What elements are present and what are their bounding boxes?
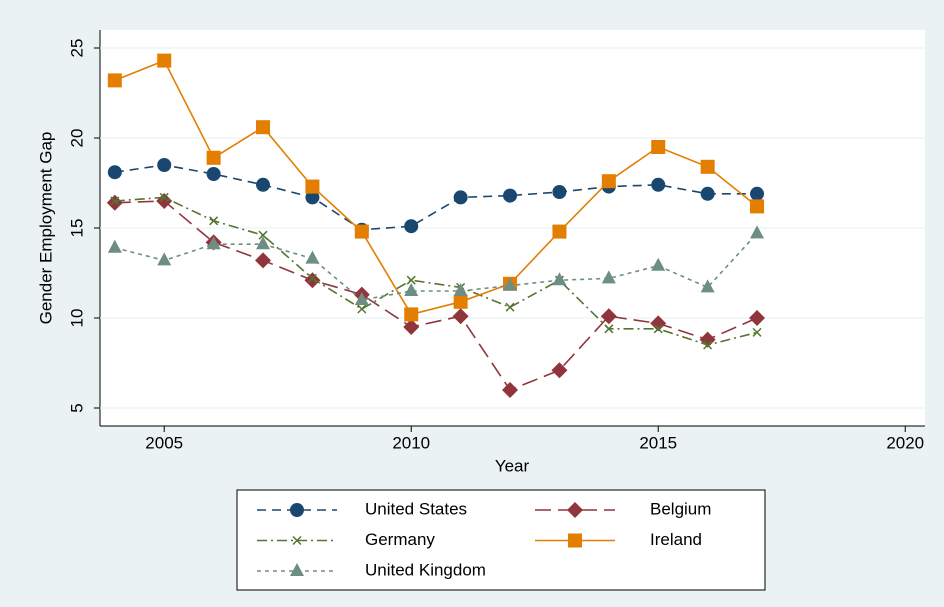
y-tick-label: 10 xyxy=(67,309,86,328)
marker xyxy=(503,277,518,291)
x-axis-title: Year xyxy=(495,456,530,475)
marker xyxy=(206,236,221,250)
series-line xyxy=(114,164,758,231)
marker xyxy=(404,283,419,296)
y-tick-label: 15 xyxy=(67,219,86,238)
series-line xyxy=(114,200,758,391)
legend-label: Germany xyxy=(365,530,435,549)
x-tick-label: 2020 xyxy=(886,433,924,452)
marker xyxy=(703,340,713,350)
marker xyxy=(354,292,369,305)
marker xyxy=(604,324,614,334)
legend-marker xyxy=(290,503,304,517)
marker xyxy=(700,159,715,174)
marker xyxy=(255,252,272,269)
marker xyxy=(107,165,122,180)
marker xyxy=(256,177,271,192)
marker xyxy=(700,186,715,201)
marker xyxy=(750,186,765,201)
x-tick-label: 2015 xyxy=(639,433,677,452)
marker xyxy=(650,315,667,332)
legend-marker xyxy=(290,563,304,576)
marker xyxy=(752,327,762,337)
legend-marker xyxy=(292,535,302,546)
marker xyxy=(307,273,317,283)
marker xyxy=(552,185,567,199)
marker xyxy=(552,224,567,239)
marker xyxy=(406,275,416,285)
marker xyxy=(159,192,169,202)
marker xyxy=(453,294,468,309)
marker xyxy=(653,324,663,334)
series-line xyxy=(114,196,758,346)
marker xyxy=(107,239,122,253)
marker xyxy=(206,150,221,165)
marker xyxy=(700,279,715,293)
marker xyxy=(305,250,320,264)
marker xyxy=(404,219,419,234)
marker xyxy=(304,272,321,289)
y-tick-label: 20 xyxy=(67,129,86,148)
marker xyxy=(157,53,172,68)
y-tick-label: 5 xyxy=(67,403,86,412)
marker xyxy=(106,194,123,211)
series-line xyxy=(114,59,758,316)
marker xyxy=(502,382,519,398)
marker xyxy=(256,236,271,250)
y-axis-title: Gender Employment Gap xyxy=(36,132,55,325)
marker xyxy=(157,158,172,172)
legend-label: United States xyxy=(365,499,467,518)
marker xyxy=(157,252,172,266)
legend-label: United Kingdom xyxy=(365,560,486,579)
marker xyxy=(107,73,122,88)
marker xyxy=(206,167,221,181)
marker xyxy=(600,308,617,325)
marker xyxy=(354,224,369,239)
legend-marker xyxy=(567,502,583,518)
marker xyxy=(357,304,367,314)
marker xyxy=(453,283,468,296)
marker xyxy=(452,308,469,325)
marker xyxy=(209,216,219,226)
marker xyxy=(651,140,666,154)
marker xyxy=(601,270,616,284)
marker xyxy=(403,319,420,335)
marker xyxy=(750,199,765,214)
legend-marker xyxy=(568,533,582,548)
marker xyxy=(749,310,766,326)
x-tick-label: 2010 xyxy=(392,433,430,452)
marker xyxy=(651,257,666,271)
marker xyxy=(256,120,271,135)
marker xyxy=(258,230,268,240)
marker xyxy=(305,179,320,194)
marker xyxy=(404,307,419,322)
marker xyxy=(552,272,567,286)
y-tick-label: 25 xyxy=(67,39,86,58)
marker xyxy=(750,225,765,239)
legend-label: Belgium xyxy=(650,499,711,518)
marker xyxy=(651,177,666,192)
x-tick-label: 2005 xyxy=(145,433,183,452)
marker xyxy=(305,190,320,205)
marker xyxy=(453,190,468,205)
marker xyxy=(110,196,120,206)
marker xyxy=(601,174,616,189)
marker xyxy=(551,362,568,379)
legend-label: Ireland xyxy=(650,530,702,549)
marker xyxy=(503,188,518,203)
marker xyxy=(505,302,515,312)
